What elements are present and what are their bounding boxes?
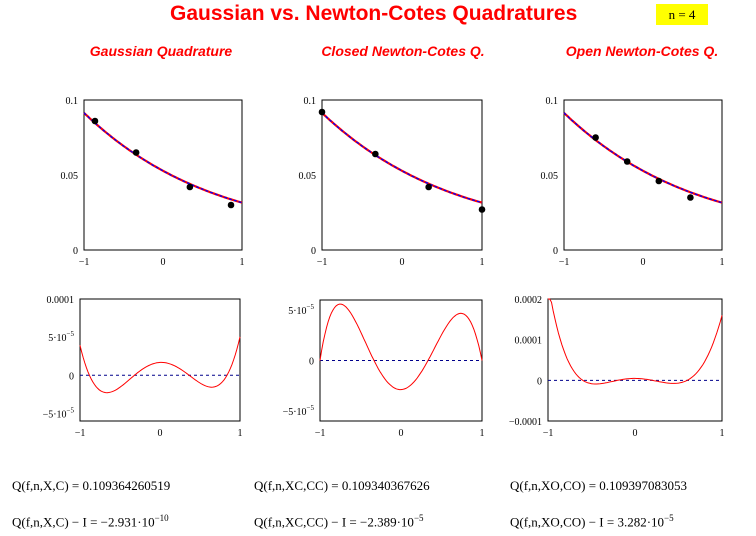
- x-tick-label: −1: [317, 257, 328, 268]
- function-curve: [83, 112, 243, 204]
- y-tick-label: 0.05: [541, 171, 559, 182]
- function-curve: [321, 112, 483, 204]
- y-tick-label: 0: [69, 371, 74, 382]
- y-tick-label: 0.0001: [47, 295, 75, 306]
- x-tick-label: 1: [480, 428, 485, 439]
- plot-frame: [547, 298, 723, 422]
- node-point: [227, 201, 235, 209]
- error-curve: [319, 303, 483, 391]
- interpolant-curve: [321, 112, 483, 204]
- plot-open-nc-error[interactable]: −1 0 1 0.0002 0.0001 0 −0.0001: [509, 295, 725, 439]
- y-tick-exponent: −5: [307, 404, 315, 412]
- open-nc-error-exp: −5: [664, 513, 674, 523]
- node-point: [478, 206, 486, 213]
- x-tick-label: 1: [720, 257, 725, 268]
- y-tick-label: 0.05: [61, 171, 79, 182]
- y-tick-label: −5·10−5: [43, 406, 75, 420]
- x-tick-label: 0: [633, 428, 638, 439]
- x-tick-label: −1: [559, 257, 570, 268]
- y-tick-label: 0.0001: [515, 336, 543, 347]
- plot-frame: [563, 99, 723, 251]
- error-curve: [79, 336, 241, 394]
- y-tick-label: 0: [311, 246, 316, 257]
- open-nc-value: Q(f,n,XO,CO) = 0.109397083053: [510, 478, 688, 493]
- x-tick-label: 1: [480, 257, 485, 268]
- node-point: [425, 183, 432, 191]
- x-tick-label: −1: [543, 428, 554, 439]
- node-point: [132, 149, 140, 156]
- y-tick-label: 0: [73, 246, 78, 257]
- node-point: [318, 108, 326, 116]
- plot-frame: [79, 298, 241, 422]
- open-nc-error-text: Q(f,n,XO,CO) − I = 3.282·10: [510, 514, 665, 530]
- interpolant-curve: [563, 112, 723, 204]
- y-tick-label: −0.0001: [509, 417, 542, 428]
- node-point: [687, 194, 694, 201]
- x-tick-label: 0: [158, 428, 163, 439]
- y-tick-label: 0.1: [66, 96, 79, 107]
- plot-frame: [321, 99, 483, 251]
- page-title: Gaussian vs. Newton-Cotes Quadratures: [170, 2, 578, 25]
- y-tick-label: 5·10−5: [288, 303, 314, 317]
- x-tick-label: 1: [720, 428, 725, 439]
- node-point: [372, 150, 379, 158]
- y-tick-label: 0.0002: [515, 295, 543, 306]
- gaussian-error-text: Q(f,n,X,C) − I = −2.931·10: [12, 514, 155, 530]
- column-title-open-nc: Open Newton-Cotes Q.: [565, 43, 719, 59]
- closed-nc-error: Q(f,n,XC,CC) − I = −2.389·10−5: [254, 513, 424, 530]
- plot-closed-nc-function[interactable]: −1 0 100.050.1: [299, 96, 486, 268]
- plot-closed-nc-error[interactable]: −1 0 1 5·10−5 0 −5·10−5: [283, 299, 485, 439]
- n-value-box[interactable]: n = 4: [656, 4, 708, 25]
- y-tick-exponent: −5: [67, 406, 75, 414]
- node-point: [623, 158, 631, 165]
- x-tick-label: 1: [238, 428, 243, 439]
- x-tick-label: 1: [240, 257, 245, 268]
- plot-open-nc-function[interactable]: −1 0 100.050.1: [541, 96, 725, 268]
- plot-frame: [83, 99, 243, 251]
- y-tick-label: 5·10−5: [48, 330, 74, 344]
- x-tick-label: 0: [399, 428, 404, 439]
- interpolant-curve: [83, 112, 243, 204]
- node-point: [655, 177, 663, 185]
- node-point: [592, 134, 599, 141]
- plot-gaussian-error[interactable]: −1 0 1 0.0001 5·10−5 0 −5·10−5: [43, 295, 243, 439]
- gaussian-error-exp: −10: [154, 513, 169, 523]
- closed-nc-value: Q(f,n,XC,CC) = 0.109340367626: [254, 478, 430, 493]
- y-tick-label: 0: [309, 357, 314, 368]
- y-tick-label: −5·10−5: [283, 404, 315, 418]
- gaussian-error: Q(f,n,X,C) − I = −2.931·10−10: [12, 513, 169, 530]
- closed-nc-error-exp: −5: [413, 513, 424, 523]
- x-tick-label: −1: [75, 428, 86, 439]
- column-title-gaussian: Gaussian Quadrature: [89, 43, 233, 59]
- x-tick-label: −1: [315, 428, 326, 439]
- function-curve: [563, 112, 723, 204]
- error-curve: [548, 298, 723, 385]
- y-tick-label: 0.1: [304, 96, 317, 107]
- y-tick-label: 0.05: [299, 171, 317, 182]
- x-tick-label: 0: [400, 257, 405, 268]
- node-point: [186, 183, 194, 191]
- x-tick-label: 0: [161, 257, 166, 268]
- closed-nc-error-text: Q(f,n,XC,CC) − I = −2.389·10: [254, 514, 414, 530]
- y-tick-label: 0.1: [546, 96, 559, 107]
- y-tick-exponent: −5: [67, 330, 75, 338]
- y-tick-label: 0: [537, 376, 542, 387]
- y-tick-label: 0: [553, 246, 558, 257]
- plot-gaussian-function[interactable]: −1 0 100.050.1: [61, 96, 245, 268]
- open-nc-error: Q(f,n,XO,CO) − I = 3.282·10−5: [510, 513, 674, 530]
- x-tick-label: 0: [641, 257, 646, 268]
- y-tick-exponent: −5: [307, 303, 315, 311]
- node-point: [91, 117, 99, 125]
- column-title-closed-nc: Closed Newton-Cotes Q.: [321, 43, 485, 59]
- gaussian-value: Q(f,n,X,C) = 0.109364260519: [12, 478, 171, 493]
- x-tick-label: −1: [79, 257, 90, 268]
